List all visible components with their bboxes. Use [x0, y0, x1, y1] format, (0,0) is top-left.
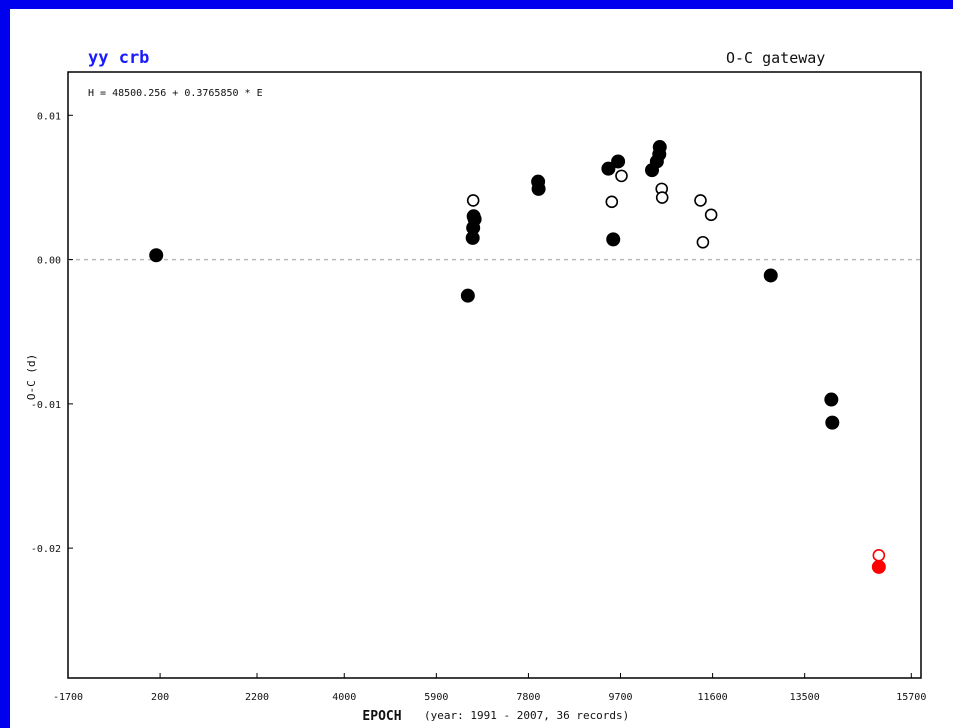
data-point-open [694, 194, 707, 207]
data-point-open [615, 169, 628, 183]
data-point-open [704, 208, 718, 222]
y-axis-ticks: 0.01 0.00 -0.01 -0.02 [31, 111, 73, 555]
data-point-filled [611, 154, 626, 169]
y-tick-label: -0.02 [31, 544, 61, 555]
x-tick-label: 200 [151, 692, 169, 703]
data-point-open [655, 191, 669, 204]
data-point-filled [825, 415, 840, 430]
data-point-filled [652, 140, 667, 155]
data-point-filled [601, 161, 616, 176]
data-point-filled [871, 559, 886, 574]
oc-chart: yy crb O-C gateway H = 48500.256 + 0.376… [25, 48, 926, 724]
data-point-open [696, 235, 710, 249]
x-tick-label: 5900 [424, 692, 448, 703]
plot-area [67, 71, 922, 679]
data-point-open [605, 195, 619, 209]
x-tick-label: 11600 [698, 692, 728, 703]
chart-frame: yy crb O-C gateway H = 48500.256 + 0.376… [10, 9, 953, 728]
y-tick-label: -0.01 [31, 400, 61, 411]
y-tick-label: 0.01 [37, 111, 61, 122]
x-tick-label: 7800 [516, 692, 540, 703]
ephemeris-equation: H = 48500.256 + 0.3765850 * E [88, 88, 263, 99]
x-tick-label: 4000 [332, 692, 356, 703]
y-axis-label: O-C (d) [25, 354, 38, 400]
data-points [149, 140, 886, 574]
y-tick-label: 0.00 [37, 256, 61, 267]
x-axis-note: (year: 1991 - 2007, 36 records) [424, 709, 629, 722]
data-point-filled [763, 268, 778, 283]
chart-subtitle: O-C gateway [726, 49, 825, 67]
chart-title: yy crb [88, 48, 149, 68]
x-axis-ticks: -1700 200 2200 4000 5900 7800 9700 11600 13500 15… [53, 673, 926, 703]
data-point-open [872, 549, 886, 562]
data-point-filled [465, 230, 480, 245]
data-point-filled [149, 248, 164, 263]
data-point-filled [460, 288, 475, 303]
x-tick-label: 15700 [896, 692, 926, 703]
x-tick-label: 2200 [245, 692, 269, 703]
x-tick-label: 13500 [790, 692, 820, 703]
data-point-filled [824, 392, 839, 407]
data-point-open [466, 194, 480, 207]
data-point-filled [531, 181, 546, 196]
x-tick-label: -1700 [53, 692, 83, 703]
data-point-filled [606, 232, 621, 247]
x-axis-label: EPOCH [362, 709, 401, 724]
x-tick-label: 9700 [608, 692, 632, 703]
